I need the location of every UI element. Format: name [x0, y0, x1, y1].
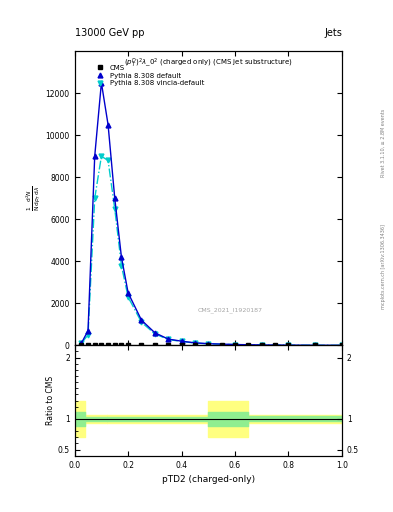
CMS	[313, 342, 318, 348]
Pythia 8.308 default	[79, 340, 84, 346]
Pythia 8.308 vincia-default	[106, 157, 110, 163]
Text: CMS_2021_I1920187: CMS_2021_I1920187	[197, 307, 262, 313]
Pythia 8.308 default	[119, 254, 124, 260]
CMS	[340, 342, 344, 348]
Pythia 8.308 vincia-default	[99, 153, 104, 159]
CMS	[106, 342, 110, 348]
CMS	[166, 342, 171, 348]
Text: 13000 GeV pp: 13000 GeV pp	[75, 28, 144, 38]
Y-axis label: Ratio to CMS: Ratio to CMS	[46, 376, 55, 425]
Pythia 8.308 default	[99, 80, 104, 86]
Pythia 8.308 vincia-default	[152, 331, 157, 337]
Pythia 8.308 default	[193, 340, 197, 346]
Legend: CMS, Pythia 8.308 default, Pythia 8.308 vincia-default: CMS, Pythia 8.308 default, Pythia 8.308 …	[92, 63, 205, 88]
Pythia 8.308 default	[106, 122, 110, 128]
Text: mcplots.cern.ch [arXiv:1306.3436]: mcplots.cern.ch [arXiv:1306.3436]	[381, 224, 386, 309]
CMS	[193, 342, 197, 348]
Pythia 8.308 vincia-default	[179, 338, 184, 345]
Text: $(p_T^D)^2\lambda\_0^2$ (charged only) (CMS jet substructure): $(p_T^D)^2\lambda\_0^2$ (charged only) (…	[124, 57, 293, 70]
Pythia 8.308 vincia-default	[313, 342, 318, 348]
CMS	[86, 342, 90, 348]
Line: Pythia 8.308 default: Pythia 8.308 default	[79, 80, 344, 348]
Pythia 8.308 default	[233, 342, 237, 348]
Line: CMS: CMS	[80, 344, 343, 347]
Pythia 8.308 vincia-default	[193, 340, 197, 346]
CMS	[246, 342, 251, 348]
Line: Pythia 8.308 vincia-default: Pythia 8.308 vincia-default	[79, 154, 344, 348]
CMS	[152, 342, 157, 348]
CMS	[179, 342, 184, 348]
Pythia 8.308 vincia-default	[126, 294, 130, 300]
CMS	[119, 342, 124, 348]
CMS	[219, 342, 224, 348]
X-axis label: pTD2 (charged-only): pTD2 (charged-only)	[162, 475, 255, 484]
Pythia 8.308 vincia-default	[86, 332, 90, 338]
Pythia 8.308 default	[112, 195, 117, 201]
Pythia 8.308 vincia-default	[119, 263, 124, 269]
CMS	[112, 342, 117, 348]
Pythia 8.308 default	[340, 342, 344, 348]
Pythia 8.308 vincia-default	[340, 342, 344, 348]
CMS	[259, 342, 264, 348]
Pythia 8.308 default	[126, 290, 130, 296]
Pythia 8.308 vincia-default	[139, 319, 144, 325]
Pythia 8.308 vincia-default	[166, 336, 171, 343]
Pythia 8.308 vincia-default	[206, 340, 211, 347]
Pythia 8.308 default	[206, 340, 211, 347]
Pythia 8.308 vincia-default	[233, 342, 237, 348]
CMS	[286, 342, 291, 348]
CMS	[139, 342, 144, 348]
Pythia 8.308 default	[259, 342, 264, 348]
Pythia 8.308 vincia-default	[259, 342, 264, 348]
Y-axis label: $\frac{1}{\mathrm{N}}\frac{\mathrm{d}^2N}{\mathrm{d}p_T\,\mathrm{d}\lambda}$: $\frac{1}{\mathrm{N}}\frac{\mathrm{d}^2N…	[25, 185, 43, 211]
CMS	[92, 342, 97, 348]
CMS	[99, 342, 104, 348]
Pythia 8.308 default	[152, 330, 157, 336]
Pythia 8.308 default	[86, 328, 90, 334]
CMS	[273, 342, 277, 348]
CMS	[233, 342, 237, 348]
Pythia 8.308 vincia-default	[92, 195, 97, 201]
Pythia 8.308 vincia-default	[112, 206, 117, 212]
CMS	[79, 342, 84, 348]
Pythia 8.308 vincia-default	[286, 342, 291, 348]
Pythia 8.308 vincia-default	[79, 340, 84, 346]
Pythia 8.308 default	[92, 153, 97, 159]
Pythia 8.308 default	[139, 317, 144, 323]
CMS	[126, 342, 130, 348]
Text: Rivet 3.1.10, ≥ 2.8M events: Rivet 3.1.10, ≥ 2.8M events	[381, 109, 386, 178]
Pythia 8.308 default	[313, 342, 318, 348]
Pythia 8.308 default	[286, 342, 291, 348]
Pythia 8.308 default	[179, 338, 184, 344]
Pythia 8.308 default	[166, 336, 171, 342]
Text: Jets: Jets	[324, 28, 342, 38]
CMS	[206, 342, 211, 348]
